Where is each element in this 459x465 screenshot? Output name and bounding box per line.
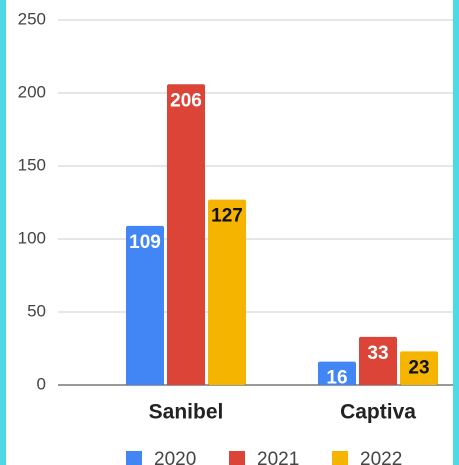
bar xyxy=(359,336,397,385)
frame-right xyxy=(453,0,459,465)
y-tick-label: 100 xyxy=(18,228,46,247)
y-tick-label: 250 xyxy=(18,9,46,28)
value-label: 33 xyxy=(367,343,388,364)
legend-swatch xyxy=(332,451,348,465)
y-tick-label: 150 xyxy=(18,155,46,174)
y-tick-label: 200 xyxy=(18,82,46,101)
legend-label: 2021 xyxy=(257,449,299,465)
y-tick-label: 50 xyxy=(27,301,46,320)
bar xyxy=(167,84,205,386)
legend-swatch xyxy=(126,451,142,465)
value-label: 109 xyxy=(129,232,161,253)
x-tick-label: Captiva xyxy=(340,401,416,424)
legend-label: 2020 xyxy=(154,449,196,465)
legend-label: 2022 xyxy=(360,449,402,465)
bar xyxy=(208,199,246,385)
value-label: 16 xyxy=(326,368,347,389)
value-label: 23 xyxy=(408,357,429,378)
value-label: 127 xyxy=(211,206,243,227)
x-tick-label: Sanibel xyxy=(149,401,224,424)
frame-left xyxy=(0,0,6,465)
bar xyxy=(318,361,356,385)
bar xyxy=(126,225,164,385)
bar xyxy=(400,351,438,385)
legend-swatch xyxy=(229,451,245,465)
value-label: 206 xyxy=(170,90,202,111)
y-tick-label: 0 xyxy=(37,374,46,393)
